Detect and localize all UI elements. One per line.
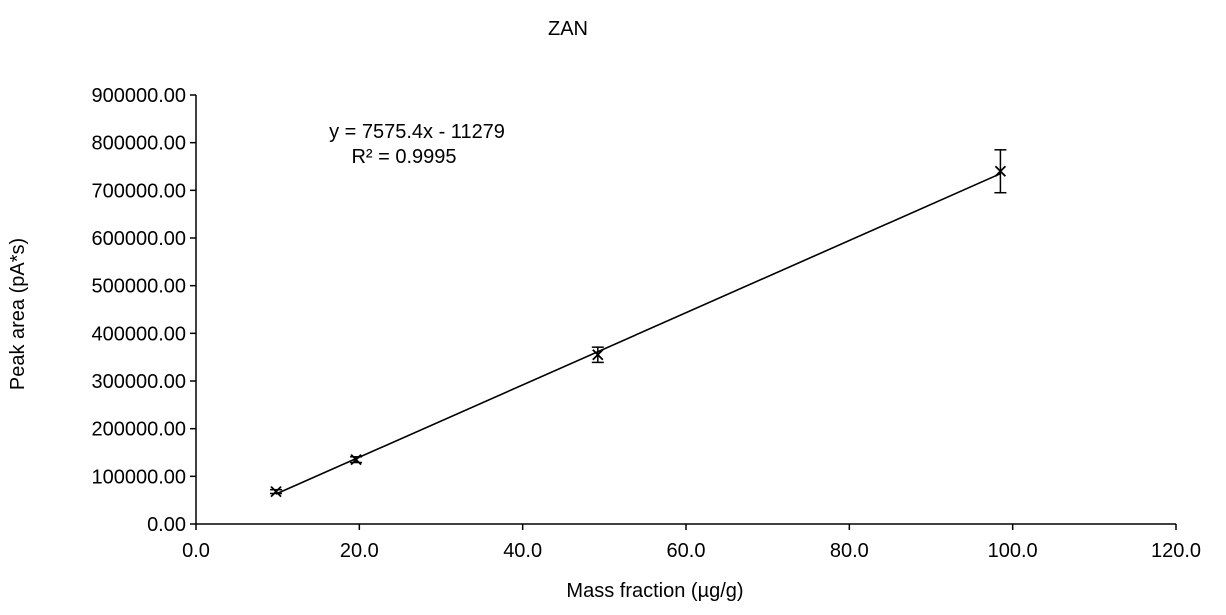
y-axis-label: Peak area (pA*s): [7, 238, 29, 390]
y-tick-label: 900000.00: [91, 85, 186, 107]
data-point: [350, 454, 363, 466]
y-tick-label: 800000.00: [91, 133, 186, 155]
trendline-equation: y = 7575.4x - 11279: [329, 121, 505, 143]
y-tick-label: 400000.00: [91, 323, 186, 345]
trendline: [275, 172, 1001, 495]
data-point: [270, 485, 283, 498]
y-axis-ticks: 0.00 100000.00 200000.00 300000.00 400000.00…: [91, 85, 196, 536]
x-tick-label: 80.0: [830, 540, 869, 562]
y-tick-label: 600000.00: [91, 228, 186, 250]
x-tick-label: 20.0: [340, 540, 379, 562]
chart-title: ZAN: [548, 18, 588, 40]
x-tick-label: 60.0: [667, 540, 706, 562]
y-tick-label: 200000.00: [91, 419, 186, 441]
trendline-r-squared: R² = 0.9995: [351, 146, 456, 168]
x-tick-label: 120.0: [1151, 540, 1201, 562]
x-axis-label: Mass fraction (µg/g): [566, 580, 743, 602]
x-tick-label: 40.0: [503, 540, 542, 562]
x-tick-label: 100.0: [988, 540, 1038, 562]
point-marker: [994, 165, 1007, 177]
point-marker: [592, 349, 604, 361]
point-marker: [270, 485, 282, 498]
data-point: [591, 346, 604, 364]
data-point: [994, 149, 1007, 194]
x-axis-ticks: 0.0 20.0 40.0 60.0 80.0 100.0 120.0: [182, 524, 1201, 562]
y-tick-label: 300000.00: [91, 371, 186, 393]
y-tick-label: 100000.00: [91, 466, 186, 488]
x-tick-label: 0.0: [182, 540, 210, 562]
point-marker: [350, 454, 362, 466]
data-points: [270, 149, 1007, 498]
y-tick-label: 700000.00: [91, 180, 186, 202]
y-tick-label: 500000.00: [91, 276, 186, 298]
y-tick-label: 0.00: [147, 514, 186, 536]
